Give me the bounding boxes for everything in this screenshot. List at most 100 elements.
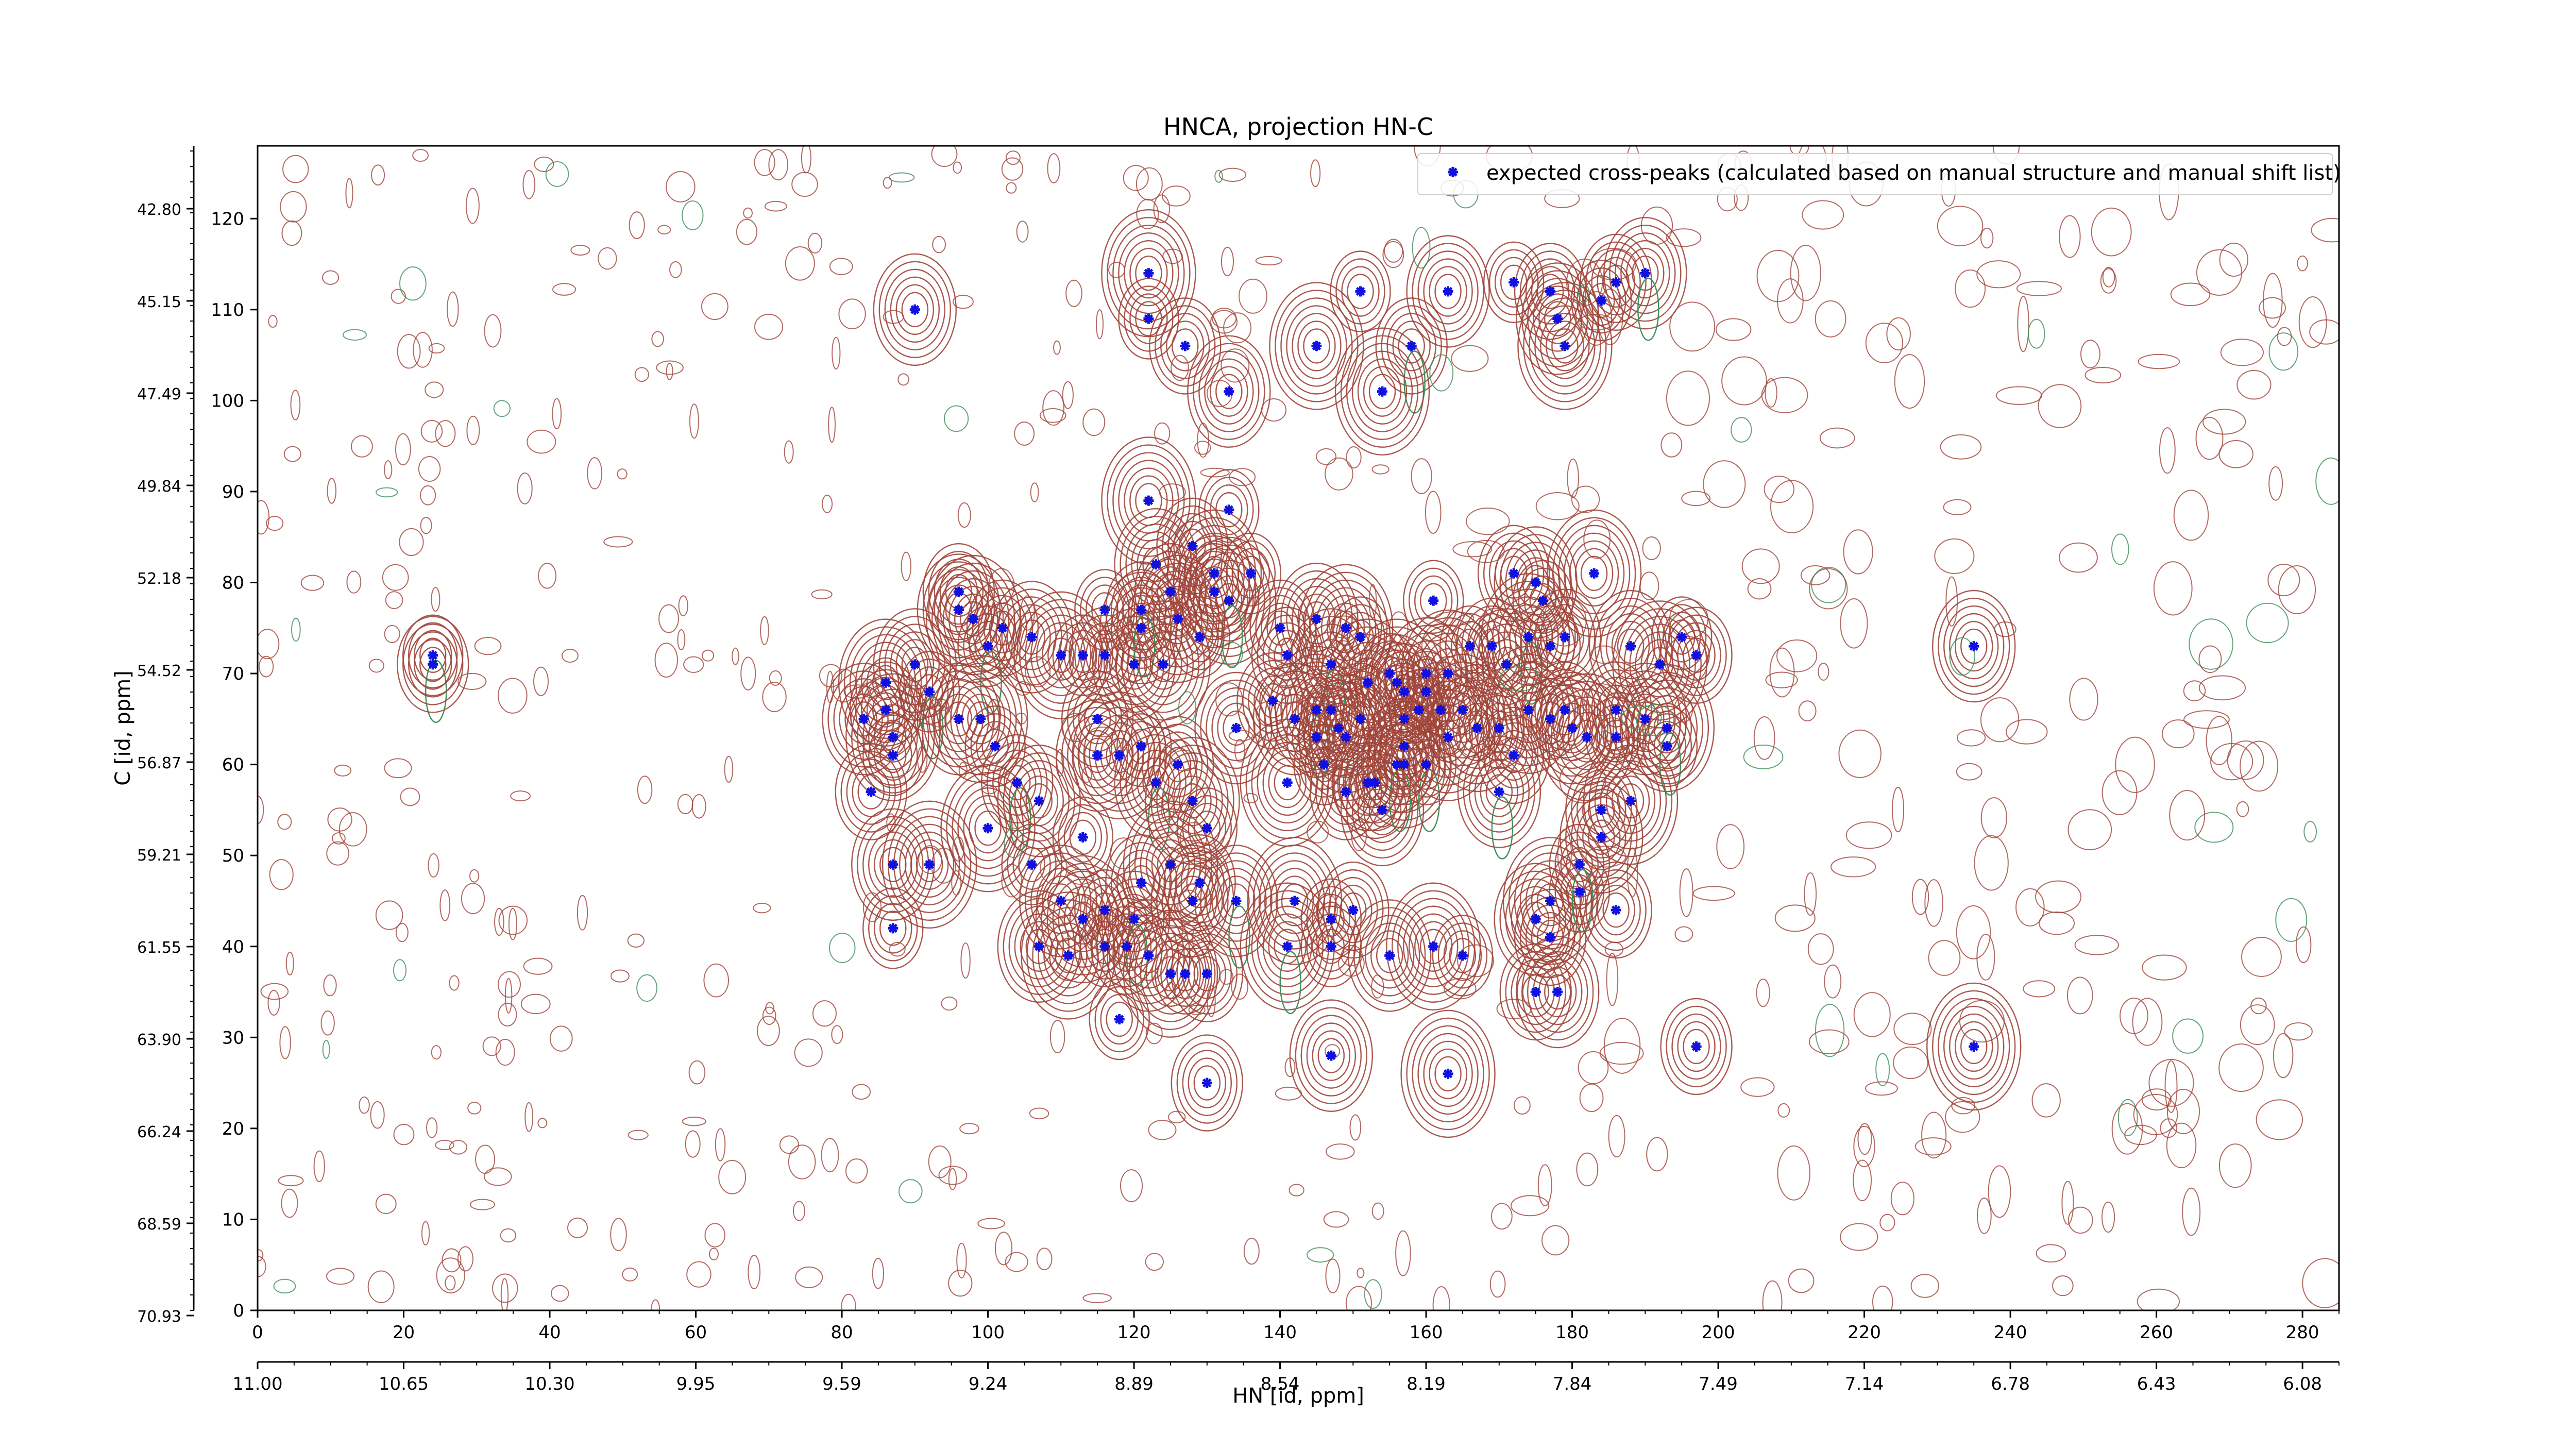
contour-ring xyxy=(1335,258,1385,325)
contour-ring xyxy=(1926,982,2022,1111)
contour-ring xyxy=(1304,739,1343,790)
cross-peak-marker xyxy=(1150,559,1161,570)
contour-ring xyxy=(1677,630,1716,681)
noise-contour xyxy=(841,1293,856,1310)
noise-contour xyxy=(1769,647,1795,698)
contour-ring xyxy=(1183,550,1245,633)
noise-contour xyxy=(779,1135,799,1154)
contour-ring xyxy=(1531,266,1570,317)
noise-contour xyxy=(1893,1013,1932,1045)
cross-peak-marker xyxy=(1392,677,1402,688)
noise-contour xyxy=(291,617,301,642)
noise-contour xyxy=(393,1124,415,1145)
legend-box xyxy=(1417,153,2333,195)
noise-contour xyxy=(831,668,857,703)
noise-contour xyxy=(1597,289,1623,345)
contour-ring xyxy=(1183,532,1245,615)
contour-ring xyxy=(1546,321,1584,372)
contour-ring xyxy=(1122,602,1161,653)
noise-contour xyxy=(901,685,923,716)
contour-ring xyxy=(882,800,977,929)
contour-ring xyxy=(1651,596,1713,678)
cross-peak-marker xyxy=(1099,941,1110,952)
noise-contour xyxy=(1585,846,1626,868)
noise-contour xyxy=(1974,835,2009,891)
contour-ring xyxy=(1125,742,1187,824)
noise-contour xyxy=(1542,596,1587,647)
cross-peak-marker xyxy=(1443,732,1453,743)
contour-ring xyxy=(1343,749,1393,816)
noise-contour xyxy=(1020,595,1035,631)
contour-ring xyxy=(1188,803,1227,854)
cross-peak-series xyxy=(428,268,1979,1088)
contour-ring xyxy=(1397,898,1470,995)
noise-contour xyxy=(1214,170,1223,183)
noise-contour xyxy=(1081,767,1092,783)
noise-contour xyxy=(323,974,337,997)
noise-contour xyxy=(1666,370,1710,426)
noise-contour xyxy=(1892,786,1905,833)
y-tick-label: 40 xyxy=(222,937,244,957)
noise-contour xyxy=(2268,332,2299,371)
y-axis-label: C [id, ppm] xyxy=(111,670,135,786)
noise-contour xyxy=(1681,491,1711,507)
noise-contour xyxy=(883,310,904,324)
noise-contour xyxy=(2016,281,2062,296)
cross-peak-marker xyxy=(1421,686,1432,697)
noise-contour xyxy=(368,659,384,673)
contour-ring xyxy=(1481,573,1576,701)
noise-contour xyxy=(762,681,787,713)
noise-contour xyxy=(338,812,367,847)
noise-contour xyxy=(1351,818,1367,852)
contour-ring xyxy=(1370,930,1409,981)
noise-contour xyxy=(1703,460,1746,508)
contour-ring xyxy=(1150,745,1234,857)
contour-ring xyxy=(916,847,943,883)
cross-peak-marker xyxy=(1282,650,1293,661)
contour-ring xyxy=(1303,328,1330,364)
contour-ring xyxy=(1551,619,1579,655)
c-ppm-tick-label: 54.52 xyxy=(137,662,181,680)
noise-contour xyxy=(350,435,373,458)
noise-contour xyxy=(428,853,439,878)
noise-contour xyxy=(1520,661,1548,679)
noise-contour xyxy=(2059,215,2081,258)
contour-ring xyxy=(1340,753,1425,867)
contour-ring xyxy=(851,681,935,794)
noise-contour xyxy=(953,294,974,309)
noise-contour xyxy=(2115,736,2155,793)
noise-contour xyxy=(2240,740,2279,792)
noise-contour xyxy=(754,313,784,340)
y-tick-label: 60 xyxy=(222,755,244,776)
noise-contour xyxy=(1095,309,1104,340)
noise-contour xyxy=(669,261,682,278)
cross-peak-marker xyxy=(1545,896,1556,906)
contour-ring xyxy=(1274,929,1301,964)
negative-contour xyxy=(1279,951,1301,1014)
noise-contour xyxy=(2074,935,2120,955)
contour-ring xyxy=(1052,796,1114,879)
y-axis: 0 10 20 30 40 50 60 70 80 90 100 110 120 xyxy=(211,209,258,1321)
noise-contour xyxy=(461,883,485,915)
noise-contour xyxy=(688,1060,706,1085)
noise-contour xyxy=(2277,327,2292,346)
contour-ring xyxy=(1540,313,1590,379)
cross-peak-marker xyxy=(997,622,1008,633)
cross-peak-marker xyxy=(1165,968,1176,979)
noise-contour xyxy=(1109,837,1138,869)
cross-peak-marker xyxy=(1969,1041,1979,1052)
hn-ppm-tick-label: 6.43 xyxy=(2137,1374,2176,1394)
noise-contour xyxy=(952,836,964,862)
x-tick-label: 220 xyxy=(1848,1322,1881,1343)
noise-contour xyxy=(1200,467,1230,478)
cross-peak-marker xyxy=(1224,504,1234,515)
y-tick-label: 90 xyxy=(222,482,244,502)
noise-contour xyxy=(1798,700,1817,721)
contour-ring xyxy=(1083,737,1111,773)
contour-ring xyxy=(1536,883,1564,919)
cross-peak-marker xyxy=(975,714,986,724)
x-axis: 0 20 40 60 80 100 120 140 160 180 200 220 240 260 280 xyxy=(252,1310,2340,1343)
noise-contour xyxy=(656,360,684,375)
contour-layer xyxy=(258,146,2339,1310)
